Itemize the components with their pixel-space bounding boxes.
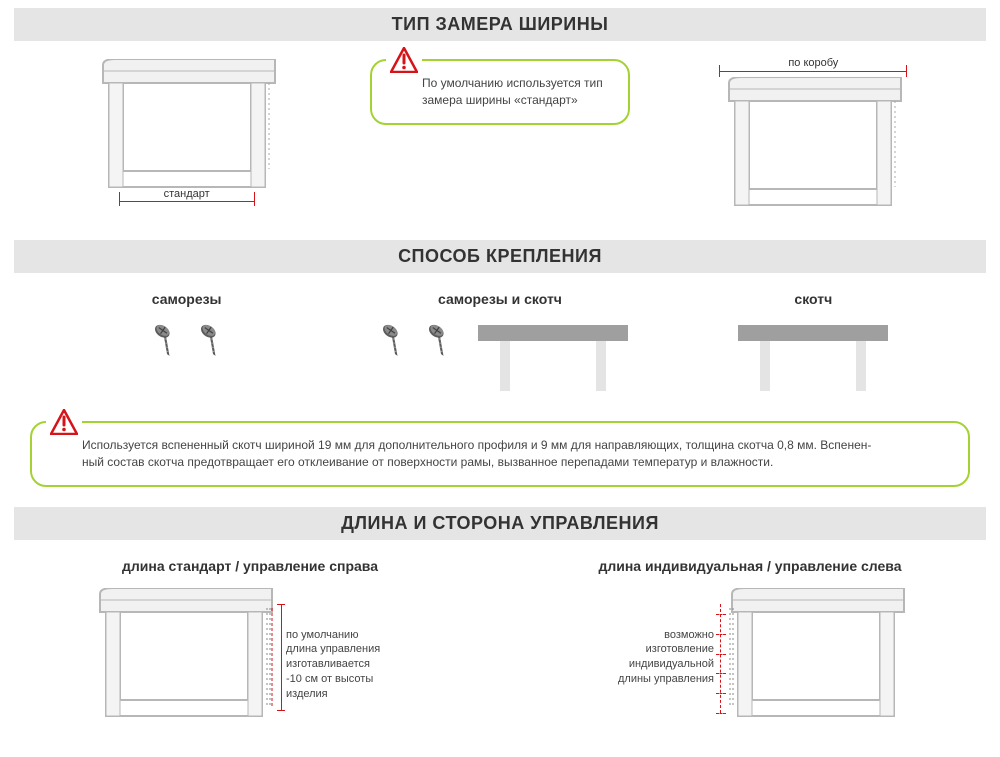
dimension-box-label: по коробу xyxy=(719,57,907,69)
warning-icon xyxy=(386,47,422,73)
control-individual-left: длина индивидуальная / управление слева … xyxy=(530,558,970,723)
tape-bracket-icon xyxy=(478,321,628,391)
mount-screws-label: саморезы xyxy=(152,291,222,307)
section2-row: саморезы xyxy=(0,281,1000,411)
mount-option-screws-tape: саморезы и скотч xyxy=(343,291,656,391)
section2-callout-text: Используется вспененный скотч шириной 19… xyxy=(82,438,871,469)
section1-callout-text: По умолчанию используется тип замера шир… xyxy=(422,76,603,107)
control-standard-right: длина стандарт / управление справа xyxy=(30,558,470,723)
dimension-box: по коробу xyxy=(719,59,907,75)
control-standard-note: по умолчанию длина управления изготавлив… xyxy=(286,628,406,702)
window-diagram-standard xyxy=(97,59,277,194)
section2-header: СПОСОБ КРЕПЛЕНИЯ xyxy=(14,240,986,273)
screw-icon xyxy=(372,321,412,361)
width-type-standard: стандарт xyxy=(30,59,343,194)
control-individual-note: возможно изготовление индивидуальной дли… xyxy=(594,628,714,687)
window-diagram-left-control xyxy=(726,588,906,723)
screw-icon xyxy=(144,321,184,361)
control-standard-right-label: длина стандарт / управление справа xyxy=(122,558,378,574)
screw-icon xyxy=(190,321,230,361)
screw-icon xyxy=(418,321,458,361)
window-diagram-right-control xyxy=(94,588,274,723)
mount-tape-label: скотч xyxy=(794,291,832,307)
section1-header: ТИП ЗАМЕРА ШИРИНЫ xyxy=(14,8,986,41)
dimension-standard-label: стандарт xyxy=(119,188,255,200)
mount-option-screws: саморезы xyxy=(30,291,343,361)
section3-header: ДЛИНА И СТОРОНА УПРАВЛЕНИЯ xyxy=(14,507,986,540)
section1-row: стандарт По умолчанию используется тип з… xyxy=(0,49,1000,232)
width-type-box: по коробу xyxy=(657,59,970,212)
section2-callout: Используется вспененный скотч шириной 19… xyxy=(30,421,970,487)
dimension-standard: стандарт xyxy=(119,180,255,202)
section1-callout: По умолчанию используется тип замера шир… xyxy=(370,59,630,125)
window-diagram-box xyxy=(723,77,903,212)
section1-callout-col: По умолчанию используется тип замера шир… xyxy=(343,59,656,125)
control-individual-left-label: длина индивидуальная / управление слева xyxy=(598,558,901,574)
warning-icon xyxy=(46,409,82,435)
mount-screws-tape-label: саморезы и скотч xyxy=(438,291,562,307)
tape-bracket-icon xyxy=(738,321,888,391)
mount-option-tape: скотч xyxy=(657,291,970,391)
section3-row: длина стандарт / управление справа xyxy=(0,548,1000,743)
